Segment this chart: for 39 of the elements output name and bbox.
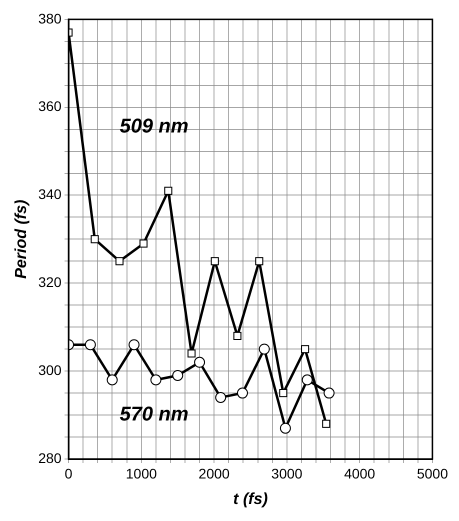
point: [115, 257, 124, 266]
x-tick-label: 4000: [344, 465, 376, 482]
point: [258, 344, 270, 355]
y-tick-label: 380: [38, 10, 62, 26]
point: [194, 356, 206, 368]
point: [322, 420, 330, 428]
point: [255, 257, 264, 266]
x-tick-label: 1000: [126, 465, 158, 482]
point: [302, 374, 313, 386]
point: [324, 388, 335, 399]
series-label: 570 nm: [120, 404, 189, 426]
y-tick-label: 320: [38, 274, 62, 290]
series-label: 509 nm: [120, 116, 189, 138]
point: [210, 257, 219, 266]
x-tick-label: 5000: [416, 465, 448, 482]
x-axis-title: t (fs): [233, 490, 268, 508]
point: [90, 235, 99, 244]
point: [233, 332, 242, 340]
point: [139, 240, 148, 248]
point: [236, 388, 248, 399]
x-tick-label: 2000: [198, 465, 230, 482]
point: [279, 389, 288, 398]
point: [172, 370, 184, 381]
point: [188, 349, 196, 358]
y-tick-label: 280: [38, 450, 62, 466]
point: [301, 345, 310, 354]
point: [128, 339, 140, 350]
point: [215, 392, 226, 403]
y-axis-title: Period (fs): [13, 200, 30, 279]
y-tick-label: 360: [38, 98, 62, 114]
point: [84, 339, 96, 350]
point: [150, 374, 162, 386]
y-tick-label: 340: [38, 186, 62, 202]
x-tick-label: 0: [64, 465, 73, 482]
point: [164, 186, 172, 195]
y-tick-label: 300: [38, 362, 62, 378]
point: [280, 422, 291, 434]
point: [106, 374, 118, 386]
x-tick-label: 3000: [271, 465, 303, 482]
